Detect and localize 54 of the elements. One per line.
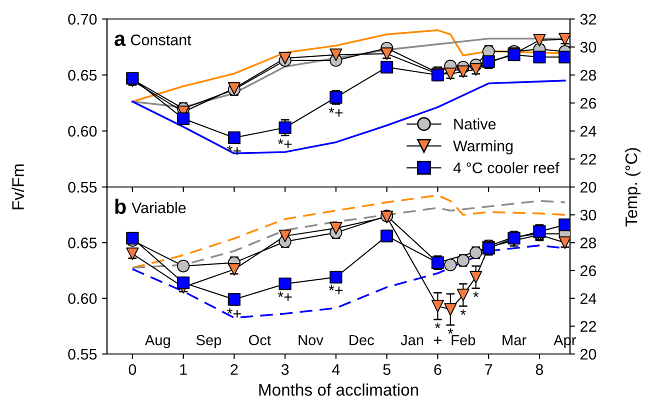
- annotation: Nov: [298, 335, 324, 346]
- y2-tick-label: 22: [580, 321, 596, 332]
- annotation: *+: [278, 138, 292, 148]
- y2-tick-label: 28: [580, 238, 596, 248]
- x-axis-title: Months of acclimation: [259, 384, 418, 396]
- annotation: Sep: [196, 334, 222, 348]
- y-tick-label: 0.60: [68, 293, 97, 304]
- x-tick-label: 7: [485, 364, 492, 375]
- annotation: *+: [278, 292, 292, 301]
- annotation: *: [448, 328, 454, 334]
- annotation: *+: [328, 107, 343, 117]
- y2-axis-title: Temp. (°C): [625, 148, 641, 227]
- x-tick-label: 8: [536, 364, 544, 375]
- y-axis-title: Fv/Fm: [12, 164, 24, 210]
- y2-tick-label: 30: [580, 42, 596, 53]
- y-tick-label: 0.55: [68, 348, 97, 360]
- y2-tick-label: 20: [580, 182, 596, 193]
- annotation: Aug: [144, 335, 170, 348]
- text: a Constant: [114, 34, 192, 46]
- annotation: Dec: [350, 335, 374, 346]
- y2-tick-label: 26: [580, 98, 596, 109]
- annotation: Feb: [452, 334, 476, 346]
- y2-tick-label: 26: [580, 265, 596, 276]
- legend-label: 4 °C cooler reef: [453, 162, 560, 174]
- x-tick-label: 4: [332, 364, 340, 375]
- y2-tick-label: 30: [580, 210, 596, 221]
- y2-tick-label: 28: [580, 70, 596, 81]
- y-tick-label: 0.55: [68, 182, 97, 193]
- annotation: *: [460, 309, 466, 315]
- x-tick-label: 2: [230, 364, 238, 375]
- y-tick-label: 0.70: [68, 14, 97, 25]
- x-tick-label: 5: [383, 364, 390, 375]
- y2-tick-label: 24: [580, 293, 596, 304]
- annotation: Mar: [502, 335, 526, 346]
- y-tick-label: 0.65: [68, 238, 97, 248]
- annotation: Oct: [248, 334, 271, 346]
- legend-label: Native: [454, 118, 496, 130]
- x-tick-label: 1: [180, 364, 187, 375]
- y-tick-label: 0.65: [68, 70, 97, 81]
- y-tick-label: 0.60: [68, 126, 97, 137]
- x-tick-label: 6: [434, 364, 442, 375]
- annotation: *+: [328, 284, 343, 294]
- annotation: *+: [227, 308, 241, 318]
- x-tick-label: 0: [128, 364, 136, 375]
- x-tick-label: 3: [281, 364, 289, 375]
- y2-tick-label: 24: [580, 126, 596, 137]
- legend-label: Warming: [453, 140, 513, 154]
- y2-tick-label: 32: [580, 14, 596, 25]
- annotation: *: [473, 292, 479, 298]
- chart-title: b Variable: [115, 198, 186, 214]
- y2-tick-label: 20: [580, 348, 596, 360]
- annotation: * +: [434, 322, 442, 344]
- annotation: Jan: [400, 335, 424, 346]
- y2-tick-label: 22: [580, 154, 596, 165]
